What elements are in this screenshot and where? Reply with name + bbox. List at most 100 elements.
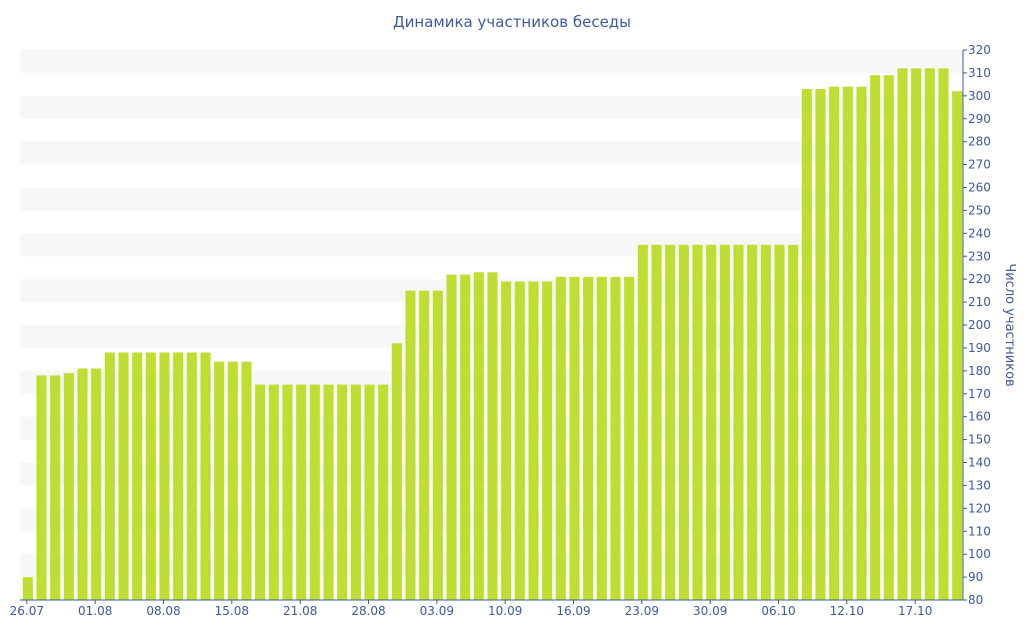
bar[interactable]	[692, 244, 703, 600]
bar[interactable]	[22, 577, 33, 600]
bar[interactable]	[924, 68, 935, 601]
bar[interactable]	[419, 290, 430, 600]
bar[interactable]	[542, 281, 553, 600]
bar[interactable]	[350, 384, 361, 600]
bar[interactable]	[159, 352, 170, 601]
bar[interactable]	[856, 86, 867, 600]
bar[interactable]	[337, 384, 348, 600]
bar[interactable]	[432, 290, 443, 600]
bar[interactable]	[405, 290, 416, 600]
x-tick-label: 03.09	[420, 604, 454, 618]
bar[interactable]	[364, 384, 375, 600]
bar[interactable]	[624, 276, 635, 600]
bar[interactable]	[815, 88, 826, 600]
bar[interactable]	[227, 361, 238, 600]
x-tick-label: 26.07	[10, 604, 44, 618]
bar[interactable]	[774, 244, 785, 600]
y-tick-label: 260	[968, 181, 991, 195]
bar[interactable]	[309, 384, 320, 600]
bar[interactable]	[665, 244, 676, 600]
bar[interactable]	[883, 75, 894, 601]
bar[interactable]	[378, 384, 389, 600]
y-tick-label: 220	[968, 272, 991, 286]
bar[interactable]	[842, 86, 853, 600]
y-tick-label: 90	[968, 570, 983, 584]
bar[interactable]	[514, 281, 525, 600]
y-tick-label: 210	[968, 295, 991, 309]
y-tick-label: 300	[968, 89, 991, 103]
bar[interactable]	[460, 274, 471, 600]
bar[interactable]	[36, 375, 47, 600]
bar[interactable]	[118, 352, 129, 601]
x-tick-label: 16.09	[556, 604, 590, 618]
bar[interactable]	[91, 368, 102, 600]
y-axis: 80 90 100 110 120 130 140 150 160 170 180 190 200 210…	[962, 43, 991, 607]
bar[interactable]	[596, 276, 607, 600]
x-tick-label: 10.09	[488, 604, 522, 618]
y-tick-label: 190	[968, 341, 991, 355]
x-tick-label: 08.08	[146, 604, 180, 618]
y-tick-label: 130	[968, 478, 991, 492]
bar[interactable]	[610, 276, 621, 600]
bar[interactable]	[296, 384, 307, 600]
bar[interactable]	[760, 244, 771, 600]
grid-band	[20, 50, 963, 73]
bar[interactable]	[583, 276, 594, 600]
bar[interactable]	[911, 68, 922, 601]
bar[interactable]	[50, 375, 61, 600]
bar[interactable]	[637, 244, 648, 600]
bar[interactable]	[241, 361, 252, 600]
bar[interactable]	[446, 274, 457, 600]
y-tick-label: 290	[968, 112, 991, 126]
bar[interactable]	[132, 352, 143, 601]
bar[interactable]	[173, 352, 184, 601]
grid-band	[20, 141, 963, 165]
bar[interactable]	[63, 373, 74, 600]
bar[interactable]	[706, 244, 717, 600]
y-tick-label: 320	[968, 43, 991, 57]
bar[interactable]	[501, 281, 512, 600]
bar[interactable]	[651, 244, 662, 600]
bar[interactable]	[719, 244, 730, 600]
bar[interactable]	[938, 68, 949, 601]
bar[interactable]	[391, 343, 402, 600]
y-tick-label: 100	[968, 547, 991, 561]
y-tick-label: 280	[968, 135, 991, 149]
bar[interactable]	[487, 272, 498, 600]
y-tick-label: 250	[968, 203, 991, 217]
bar[interactable]	[829, 86, 840, 600]
bar[interactable]	[282, 384, 293, 600]
bar[interactable]	[145, 352, 156, 601]
bar[interactable]	[952, 91, 963, 600]
y-tick-label: 80	[968, 593, 983, 607]
bar[interactable]	[214, 361, 225, 600]
bar[interactable]	[569, 276, 580, 600]
y-axis-title: Число участников	[1002, 263, 1017, 386]
bar[interactable]	[801, 88, 812, 600]
bar[interactable]	[897, 68, 908, 601]
bar[interactable]	[473, 272, 484, 600]
bar[interactable]	[104, 352, 115, 601]
bar[interactable]	[77, 368, 88, 600]
bar[interactable]	[255, 384, 266, 600]
y-tick-label: 150	[968, 433, 991, 447]
x-tick-label: 28.08	[351, 604, 385, 618]
bar[interactable]	[186, 352, 197, 601]
grid-band	[20, 95, 963, 119]
bar[interactable]	[678, 244, 689, 600]
x-tick-label: 21.08	[283, 604, 317, 618]
y-tick-label: 160	[968, 410, 991, 424]
bar[interactable]	[528, 281, 539, 600]
bar[interactable]	[555, 276, 566, 600]
bar[interactable]	[870, 75, 881, 601]
bar[interactable]	[268, 384, 279, 600]
bar[interactable]	[733, 244, 744, 600]
bar[interactable]	[200, 352, 211, 601]
bar[interactable]	[788, 244, 799, 600]
y-tick-label: 170	[968, 387, 991, 401]
x-tick-label: 23.09	[625, 604, 659, 618]
bar[interactable]	[747, 244, 758, 600]
bar[interactable]	[323, 384, 334, 600]
x-tick-label: 30.09	[693, 604, 727, 618]
